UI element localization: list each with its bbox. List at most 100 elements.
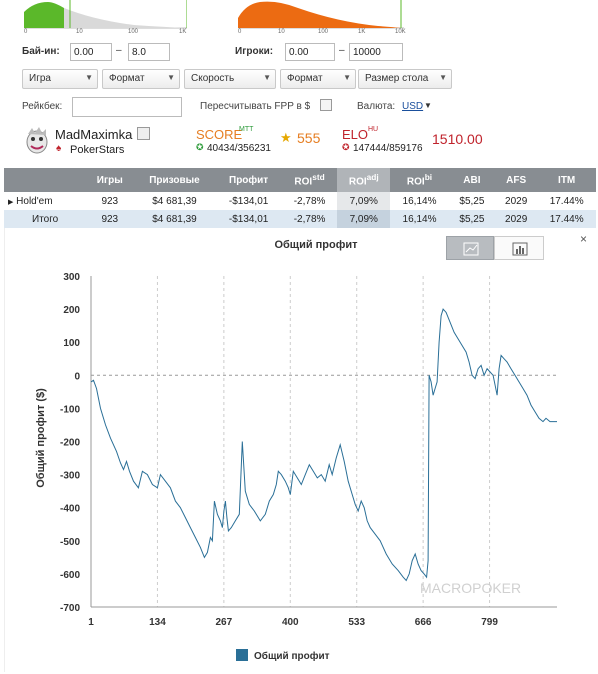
cell: 2029 [505,195,528,207]
legend-swatch [236,649,248,661]
chevron-down-icon: ▼ [167,73,175,82]
select-format[interactable]: Формат ▼ [102,69,180,89]
cell: $4 681,39 [133,210,216,228]
buyin-range-dash: – [116,45,122,56]
cell: $4 681,39 [152,195,197,207]
y-tick-label: -400 [60,504,80,515]
table-header-row: Игры Призовые Профит ROIstd ROIadj ROIbi… [4,168,596,192]
y-tick-label: 300 [63,272,80,283]
buyin-slider[interactable]: 0 10 100 1K [24,0,188,38]
gridlines [90,276,557,607]
x-ticks: 1 134 267 400 533 666 799 [88,617,498,628]
buyin-min-input[interactable] [70,43,112,61]
row-name: Итого [4,210,86,228]
currency-select[interactable]: USD [402,101,424,112]
cell: 2029 [495,210,538,228]
header-prizes[interactable]: Призовые [133,168,216,192]
buyin-tick-2: 100 [128,29,139,35]
header-abi[interactable]: ABI [448,168,496,192]
elo-value: 1510.00 [432,131,483,147]
copy-icon[interactable] [137,127,150,140]
row-name[interactable]: ▶ Hold'em [8,195,53,207]
header-itm[interactable]: ITM [537,168,596,192]
buyin-tick-3: 1K [179,29,187,35]
select-speed-label: Скорость [191,73,235,84]
x-tick-label: 267 [216,617,233,628]
series-line-total-profit [90,308,557,582]
expand-icon: ▶ [8,198,14,206]
chart-title: Общий профит [274,239,358,251]
select-table-size[interactable]: Размер стола ▼ [358,69,452,89]
buyin-label: Бай-ин: [22,46,60,57]
y-ticks: 300 200 100 0 -100 -200 -300 -400 -500 -600 -700 [60,272,80,614]
avatar [22,126,52,156]
y-tick-label: -200 [60,438,80,449]
fpp-checkbox[interactable] [320,99,332,111]
award-icon: ✪ [196,142,204,152]
chart-panel [4,228,596,672]
cell: -2,78% [281,210,338,228]
x-tick-label: 400 [282,617,299,628]
players-range-dash: – [339,45,345,56]
select-speed[interactable]: Скорость ▼ [184,69,276,89]
x-tick-label: 799 [481,617,498,628]
players-max-input[interactable] [349,43,403,61]
table-row-total: Итого 923 $4 681,39 -$134,01 -2,78% 7,09… [4,210,596,228]
y-tick-label: -600 [60,570,80,581]
players-tick-1: 10 [278,29,285,35]
y-tick-label: 100 [63,338,80,349]
rakeback-input[interactable] [72,97,182,117]
table-row[interactable]: ▶ Hold'em 923 $4 681,39 -$134,01 -2,78% … [4,192,596,210]
x-tick-label: 1 [88,617,94,628]
player-name[interactable]: MadMaximka [55,127,133,142]
close-icon[interactable]: × [580,232,588,246]
header-roi-adj[interactable]: ROIadj [337,168,391,192]
cell: 16,14% [390,210,449,228]
players-min-input[interactable] [285,43,335,61]
score-value: 555 [297,130,321,146]
y-tick-label: -700 [60,603,80,614]
bar-chart-toggle[interactable] [494,236,544,260]
elo-label: ELO [342,127,369,142]
select-game[interactable]: Игра ▼ [22,69,98,89]
score-rank: 40434/356231 [207,143,271,154]
buyin-max-input[interactable] [128,43,170,61]
legend-label: Общий профит [254,650,330,662]
header-profit[interactable]: Профит [215,168,282,192]
stats-table: Игры Призовые Профит ROIstd ROIadj ROIbi… [4,168,596,228]
header-roi-std[interactable]: ROIstd [281,168,338,192]
y-tick-label: -500 [60,537,80,548]
players-slider[interactable]: 0 10 100 1K 10K [238,0,406,38]
x-tick-label: 533 [348,617,365,628]
buyin-slider-graph [24,0,188,29]
select-format-2[interactable]: Формат ▼ [280,69,356,89]
buyin-tick-1: 10 [76,29,83,35]
cell: $5,25 [459,195,485,207]
chevron-down-icon: ▼ [439,73,447,82]
cell: -2,78% [293,195,326,207]
chevron-down-icon[interactable]: ▼ [424,101,432,110]
y-tick-label: -300 [60,471,80,482]
elo-sup: HU [368,126,379,133]
header-roi-bi[interactable]: ROIbi [390,168,449,192]
pokerstars-icon: ♠ [56,143,62,154]
line-chart-toggle[interactable] [446,236,494,260]
elo-rank: 147444/859176 [353,143,423,154]
score-label: SCORE [196,127,243,142]
watermark: MACROPOKER [420,580,522,596]
cell: 17.44% [537,210,596,228]
bar-chart-icon [512,242,528,256]
players-tick-3: 1K [358,29,366,35]
select-table-size-label: Размер стола [365,73,429,84]
header-name [4,168,86,192]
header-games[interactable]: Игры [86,168,134,192]
star-icon: ★ [280,130,292,145]
cell: -$134,01 [228,195,269,207]
header-afs[interactable]: AFS [495,168,538,192]
profit-chart: Общий профит Общий профит ($) 300 200 100 0… [35,239,557,662]
chevron-down-icon: ▼ [343,73,351,82]
cell: 7,09% [337,210,391,228]
cell: 923 [86,210,134,228]
cell: 7,09% [337,192,391,210]
x-tick-label: 666 [415,617,432,628]
